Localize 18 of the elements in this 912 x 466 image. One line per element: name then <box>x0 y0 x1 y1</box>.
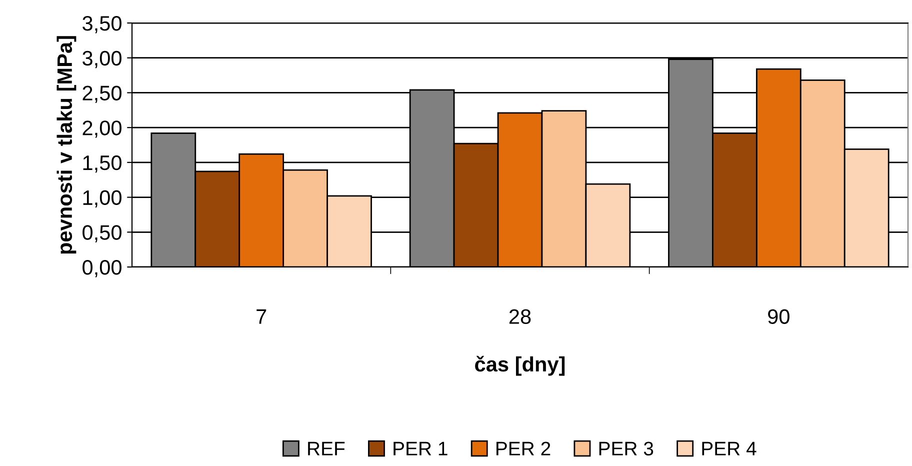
y-tick-label: 2,50 <box>82 86 122 103</box>
y-tick-label: 0,50 <box>82 225 122 242</box>
x-axis-title: čas [dny] <box>475 356 565 376</box>
y-tick-label: 3,00 <box>82 50 122 68</box>
y-tick-label: 1,50 <box>83 155 122 173</box>
legend-label: PER 1 <box>394 442 448 456</box>
y-axis-title: pevnosti v tlaku [MPa] <box>56 36 76 254</box>
x-tick-label: 28 <box>509 309 531 324</box>
y-tick-label: 1,00 <box>83 190 122 208</box>
legend-label: PER 2 <box>496 442 550 456</box>
legend-label: PER 4 <box>702 442 756 456</box>
x-tick-label: 7 <box>256 309 266 324</box>
legend-label: REF <box>308 442 345 456</box>
y-tick-label: 3,50 <box>82 16 122 34</box>
legend-label: PER 3 <box>599 442 654 456</box>
y-tick-label: 2,00 <box>82 120 122 138</box>
y-tick-label: 0,00 <box>82 260 122 278</box>
x-tick-label: 90 <box>768 309 790 324</box>
